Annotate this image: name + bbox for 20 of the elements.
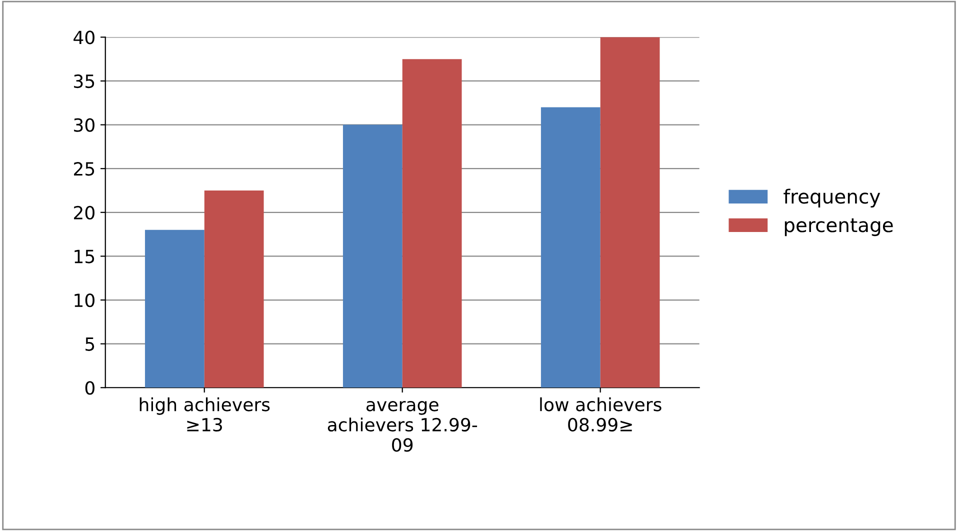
x-tick-label: low achievers 08.99≥: [540, 397, 662, 432]
x-tick-label: average achievers 12.99- 09: [328, 400, 478, 452]
bar: [540, 107, 600, 388]
y-tick-label: 0: [85, 381, 94, 395]
y-tick-label: 10: [74, 293, 94, 308]
y-tick-label: 25: [74, 162, 94, 176]
y-tick-label: 30: [74, 118, 94, 132]
bar: [342, 124, 402, 388]
bar: [600, 37, 660, 388]
legend-label: frequency: [784, 188, 880, 208]
x-tick-label: high achievers ≥13: [140, 397, 270, 432]
legend-label: percentage: [784, 218, 893, 236]
bar: [144, 230, 204, 388]
bar: [402, 59, 462, 388]
y-tick-label: 35: [74, 74, 94, 88]
y-tick-label: 5: [86, 338, 94, 351]
bar: [204, 190, 264, 388]
y-tick-label: 15: [74, 250, 94, 264]
y-tick-label: 20: [74, 206, 94, 220]
y-tick-label: 40: [74, 30, 94, 44]
